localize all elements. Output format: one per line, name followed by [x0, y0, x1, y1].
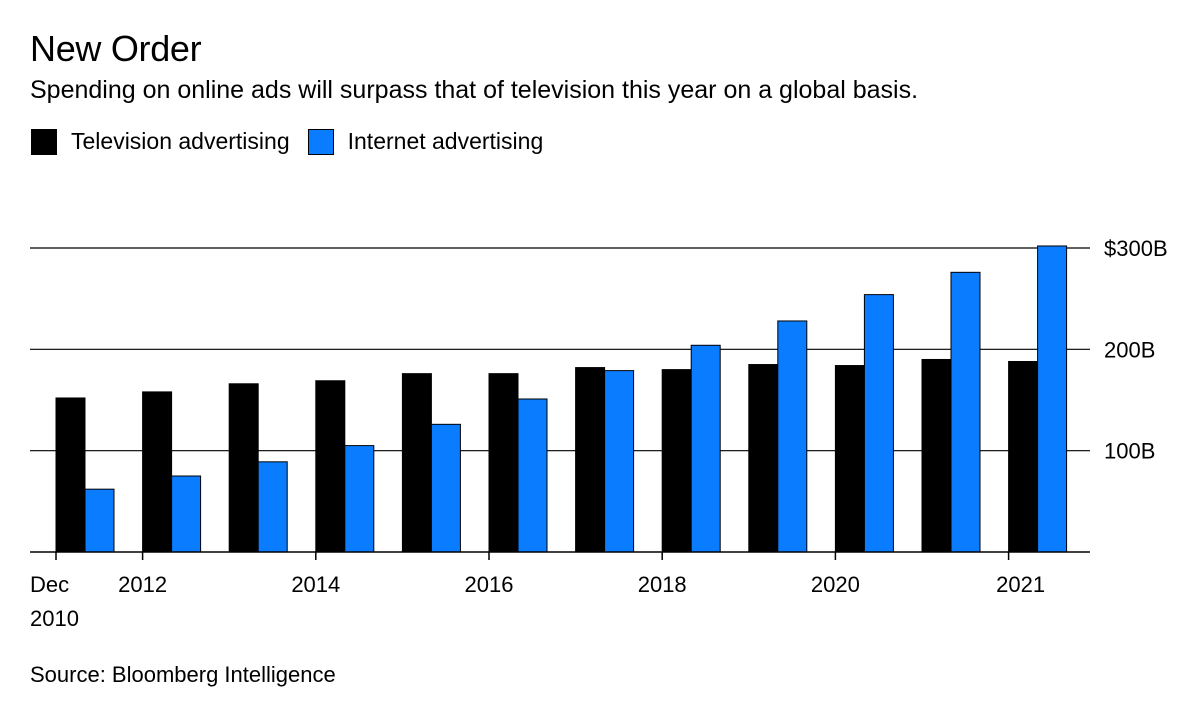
bar-internet-2019	[863, 294, 894, 553]
bar-television-2016	[575, 367, 606, 553]
bar-television-2010	[55, 397, 86, 553]
bar-television-2019	[834, 365, 865, 553]
x-tick-label-0: Dec	[30, 572, 69, 597]
bar-internet-2014	[430, 423, 461, 553]
bar-television-2021	[1008, 360, 1039, 553]
bar-television-2012	[228, 383, 259, 553]
bar-internet-2010	[84, 488, 115, 553]
chart-title: New Order	[30, 28, 202, 69]
bar-television-2013	[315, 380, 346, 553]
bar-internet-2012	[257, 461, 288, 553]
bar-internet-2013	[344, 445, 375, 553]
x-tick-label-3: 2014	[291, 572, 340, 597]
source-note: Source: Bloomberg Intelligence	[30, 662, 336, 687]
x-tick-label-11: 2021	[996, 572, 1045, 597]
x-tick-label-7: 2018	[638, 572, 687, 597]
bar-television-2018	[748, 364, 779, 553]
bar-internet-2015	[517, 398, 548, 553]
legend-label-television: Television advertising	[71, 128, 290, 154]
bar-television-2015	[488, 373, 519, 553]
chart-subtitle: Spending on online ads will surpass that…	[30, 76, 919, 104]
bar-television-2017	[661, 369, 692, 553]
legend-item-internet: Internet advertising	[307, 128, 544, 155]
legend-swatch-television	[31, 128, 57, 155]
x-tick-label-1: 2012	[118, 572, 167, 597]
legend-label-internet: Internet advertising	[347, 128, 544, 154]
y-tick-label-300: $300B	[1104, 236, 1168, 261]
bar-internet-2011	[171, 475, 202, 553]
y-tick-label-200: 200B	[1104, 337, 1155, 362]
bar-internet-2018	[777, 320, 808, 553]
legend: Television advertising Internet advertis…	[31, 128, 561, 155]
legend-swatch-internet	[307, 128, 334, 155]
bar-internet-2017	[690, 344, 721, 553]
bar-television-2020	[921, 358, 952, 553]
x-tick-sublabel-0: 2010	[30, 606, 79, 631]
bar-internet-2021	[1037, 245, 1068, 553]
bar-television-2014	[401, 373, 432, 553]
bar-internet-2016	[604, 370, 635, 553]
x-tick-label-9: 2020	[811, 572, 860, 597]
legend-item-television: Television advertising	[31, 128, 290, 155]
bar-internet-2020	[950, 271, 981, 553]
bar-television-2011	[142, 391, 173, 553]
x-tick-label-5: 2016	[465, 572, 514, 597]
y-tick-label-100: 100B	[1104, 439, 1155, 464]
